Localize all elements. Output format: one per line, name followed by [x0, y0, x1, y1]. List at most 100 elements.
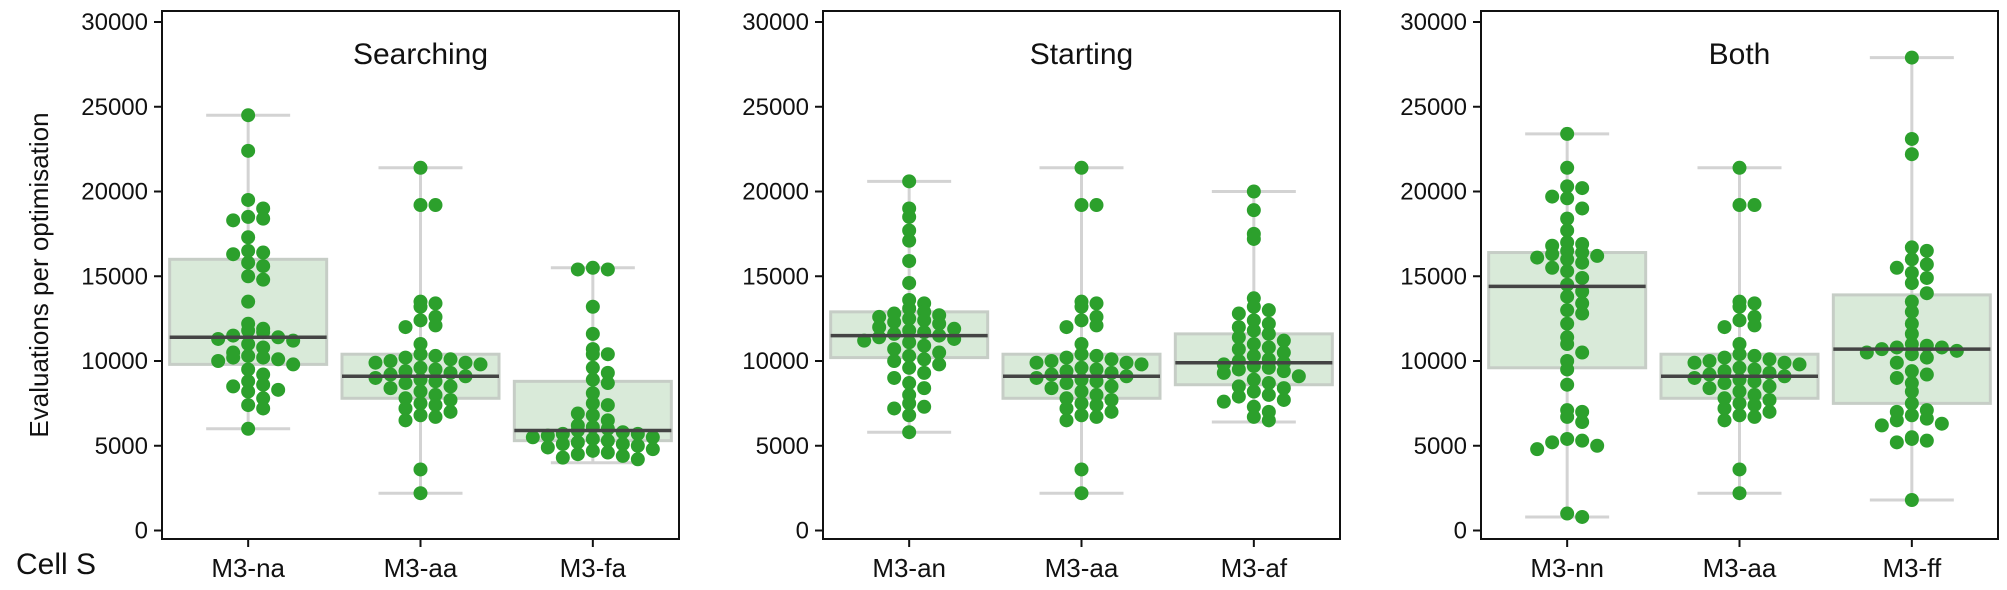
data-point — [428, 398, 443, 413]
data-point — [1276, 333, 1291, 348]
x-tick-label: M3-aa — [1703, 553, 1777, 583]
y-tick-label: 0 — [1454, 518, 1467, 545]
data-point — [585, 326, 600, 341]
data-point — [398, 413, 413, 428]
data-point — [1732, 396, 1747, 411]
data-point — [1246, 384, 1261, 399]
data-point — [1246, 409, 1261, 424]
data-point — [271, 352, 286, 367]
data-point — [1231, 330, 1246, 345]
data-point — [585, 431, 600, 446]
data-point — [902, 396, 917, 411]
data-point — [1560, 431, 1575, 446]
data-point — [368, 355, 383, 370]
data-point — [1702, 381, 1717, 396]
x-tick-label: M3-na — [211, 553, 285, 583]
data-point — [1276, 381, 1291, 396]
data-point — [1560, 126, 1575, 141]
data-point — [1747, 296, 1762, 311]
data-point — [1089, 318, 1104, 333]
data-point — [902, 223, 917, 238]
corner-label: Cell S — [16, 548, 97, 581]
data-point — [1261, 376, 1276, 391]
data-point — [413, 396, 428, 411]
data-point — [1074, 347, 1089, 362]
data-point — [902, 233, 917, 248]
y-tick-label: 30000 — [1400, 9, 1467, 36]
data-point — [413, 360, 428, 375]
data-point — [1231, 362, 1246, 377]
data-point — [1089, 362, 1104, 377]
data-point — [226, 350, 241, 365]
data-point — [1904, 131, 1919, 146]
data-point — [1762, 392, 1777, 407]
data-point — [1590, 438, 1605, 453]
data-point — [256, 245, 271, 260]
data-point — [1732, 462, 1747, 477]
data-point — [1560, 409, 1575, 424]
data-point — [1904, 492, 1919, 507]
data-point — [902, 335, 917, 350]
y-tick-label: 25000 — [1400, 94, 1467, 121]
chart-title: Starting — [1030, 38, 1133, 71]
data-point — [1231, 320, 1246, 335]
data-point — [1732, 384, 1747, 399]
data-point — [211, 354, 226, 368]
data-point — [241, 294, 256, 309]
data-point — [1074, 384, 1089, 399]
data-point — [241, 143, 256, 158]
data-point — [241, 398, 256, 413]
data-point — [1044, 381, 1059, 396]
x-tick-label: M3-aa — [384, 553, 458, 583]
data-point — [241, 384, 256, 399]
data-point — [428, 296, 443, 311]
data-point — [902, 408, 917, 423]
data-point — [226, 379, 241, 394]
data-point — [1904, 276, 1919, 291]
data-point — [1089, 198, 1104, 213]
data-point — [241, 243, 256, 258]
data-point — [1059, 320, 1074, 335]
data-point — [241, 209, 256, 224]
data-point — [1575, 270, 1590, 285]
data-point — [1732, 160, 1747, 175]
data-point — [600, 433, 615, 448]
data-point — [1889, 355, 1904, 370]
data-point — [1089, 296, 1104, 311]
data-point — [1747, 362, 1762, 377]
data-point — [1575, 306, 1590, 321]
data-point — [1762, 352, 1777, 367]
data-point — [1919, 243, 1934, 258]
data-point — [902, 209, 917, 224]
data-point — [902, 276, 917, 291]
data-point — [226, 247, 241, 262]
data-point — [1059, 350, 1074, 365]
data-point — [1074, 396, 1089, 411]
data-point — [1762, 379, 1777, 394]
data-point — [241, 348, 256, 363]
data-point — [1560, 316, 1575, 331]
data-point — [1732, 337, 1747, 352]
data-point — [1747, 318, 1762, 333]
data-point — [1560, 223, 1575, 238]
data-point — [256, 350, 271, 365]
data-point — [1717, 391, 1732, 406]
data-point — [1575, 345, 1590, 360]
data-point — [1231, 389, 1246, 404]
data-point — [570, 262, 585, 277]
data-point — [428, 348, 443, 363]
data-point — [1560, 303, 1575, 318]
data-point — [615, 437, 630, 452]
data-point — [241, 192, 256, 207]
data-point — [1904, 408, 1919, 423]
data-point — [1732, 408, 1747, 423]
data-point — [241, 255, 256, 270]
chart-panel-1: 0 5000 10000 15000 20000 25000 30000 M3-na M3-aa… — [81, 9, 680, 583]
data-point — [1059, 391, 1074, 406]
data-point — [917, 365, 932, 380]
data-point — [256, 377, 271, 392]
data-point — [1717, 350, 1732, 365]
y-tick-label: 0 — [135, 518, 148, 545]
data-point — [540, 440, 555, 455]
x-tick-label: M3-nn — [1530, 553, 1604, 583]
